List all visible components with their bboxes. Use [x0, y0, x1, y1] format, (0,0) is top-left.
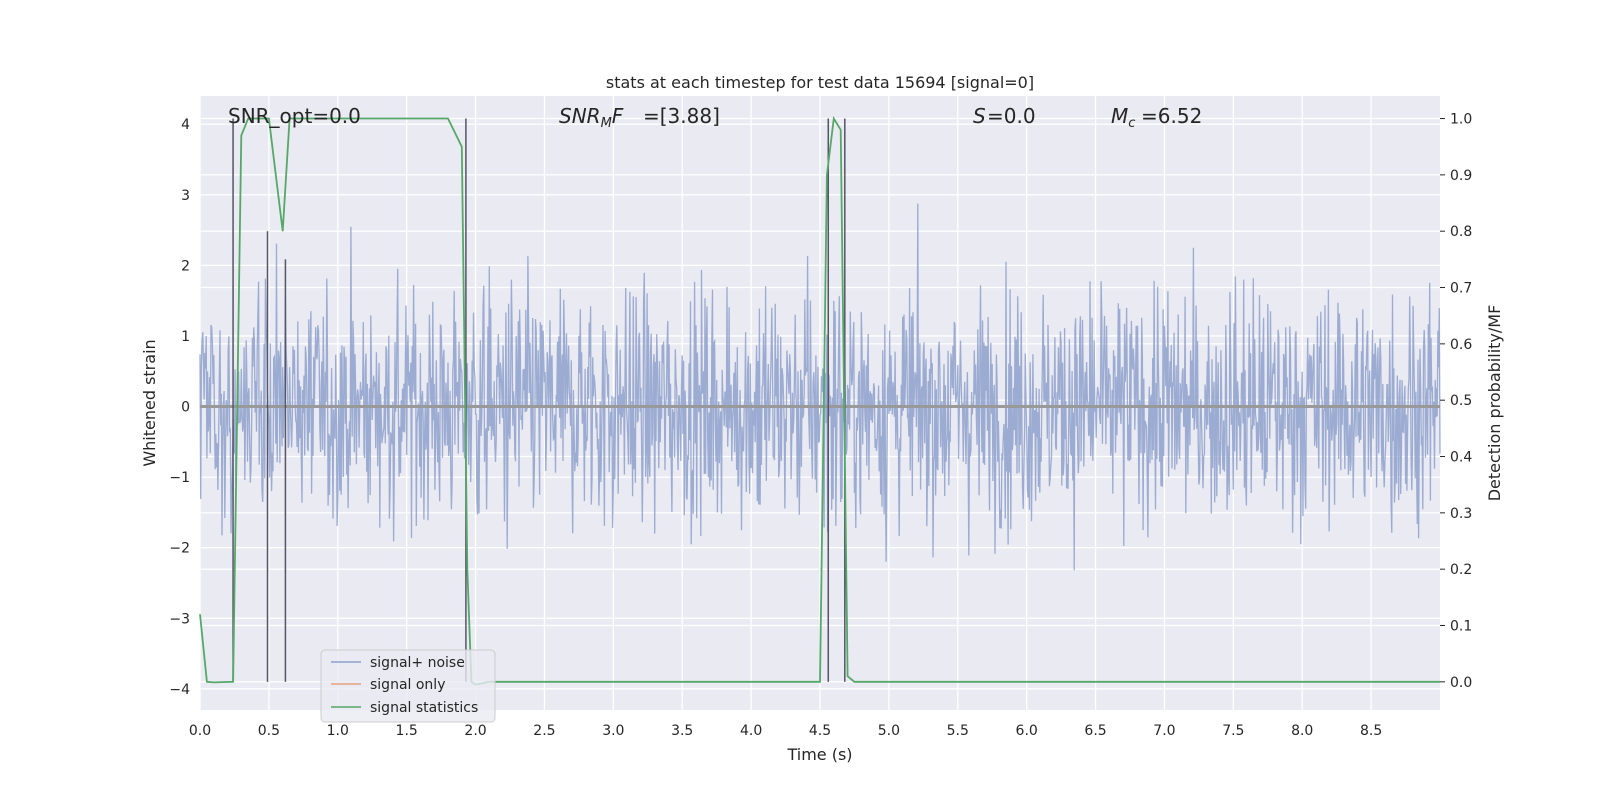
y-tick-label: −2: [169, 541, 190, 557]
x-tick-label: 5.5: [947, 723, 969, 739]
legend-box: [320, 649, 496, 723]
y-tick-label: 3: [181, 188, 190, 204]
s-annotation: S =0.0: [973, 104, 1036, 128]
x-tick-label: 4.0: [740, 723, 762, 739]
mc-value: =6.52: [1141, 104, 1202, 128]
snr-opt-annotation: SNR_opt=0.0: [228, 104, 361, 128]
y2-tick-label: 0.5: [1450, 393, 1472, 409]
x-tick-label: 7.0: [1153, 723, 1175, 739]
signal-noise-series: [199, 203, 1441, 571]
x-tick-label: 3.5: [671, 723, 693, 739]
y2-tick-label: 0.4: [1450, 450, 1472, 466]
y-tick-label: 2: [181, 258, 190, 274]
x-tick-label: 2.5: [533, 723, 555, 739]
y-tick-label: −1: [169, 470, 190, 486]
x-axis-ticks: 0.0 0.5 1.0 1.5 2.0 2.5 3.0 3.5 4.0 4.5 5.0 5.5 6.0 6…: [189, 723, 1382, 739]
y2-tick-label: 0.1: [1450, 619, 1472, 635]
y2-tick-label: 0.8: [1450, 224, 1472, 240]
y2-tick-label: 1.0: [1450, 112, 1472, 128]
y2-tick-label: 0.7: [1450, 281, 1472, 297]
chart-title: stats at each timestep for test data 156…: [606, 73, 1034, 92]
y2-tick-label: 0.6: [1450, 337, 1472, 353]
y2-tick-label: 0.0: [1450, 675, 1472, 691]
y-tick-label: 1: [181, 329, 190, 345]
x-tick-label: 7.5: [1222, 723, 1244, 739]
s-symbol: S: [973, 104, 986, 128]
signal-statistics-line: [199, 115, 1440, 686]
y2-tick-label: 0.3: [1450, 506, 1472, 522]
legend-label-signal-statistics: signal statistics: [370, 700, 478, 716]
snr-mf-annotation: SNRMF =[3.88]: [559, 104, 720, 131]
y2-tick-label: 0.9: [1450, 168, 1472, 184]
x-tick-label: 8.5: [1360, 723, 1382, 739]
mc-annotation: Mc =6.52: [1111, 104, 1202, 131]
x-tick-label: 1.5: [396, 723, 418, 739]
y-tick-label: 0: [181, 400, 190, 416]
x-tick-label: 0.5: [258, 723, 280, 739]
x-tick-label: 2.0: [464, 723, 486, 739]
y2-axis-ticks: 0.0 0.1 0.2 0.3 0.4 0.5 0.6 0.7 0.8 0.9 1.0: [1440, 112, 1472, 691]
y-tick-label: 4: [181, 117, 190, 133]
legend-label-signal-only: signal only: [370, 677, 445, 693]
y-axis-ticks: −4 −3 −2 −1 0 1 2 3 4: [169, 117, 190, 698]
x-tick-label: 5.0: [878, 723, 900, 739]
snr-mf-value: =[3.88]: [643, 104, 720, 128]
x-tick-label: 8.0: [1291, 723, 1313, 739]
x-tick-label: 6.0: [1016, 723, 1038, 739]
legend-label-signal-noise: signal+ noise: [370, 655, 465, 671]
s-value: =0.0: [987, 104, 1036, 128]
y-tick-label: −4: [169, 682, 190, 698]
legend: signal+ noise signal only signal statist…: [320, 649, 496, 723]
x-tick-label: 3.0: [602, 723, 624, 739]
x-axis-label: Time (s): [786, 745, 852, 764]
x-tick-label: 4.5: [809, 723, 831, 739]
snr-mf-symbol: SNRMF: [559, 104, 624, 131]
signal-statistics-series: [199, 115, 1440, 686]
x-tick-label: 6.5: [1084, 723, 1106, 739]
y-tick-label: −3: [169, 611, 190, 627]
signal-noise-line: [199, 203, 1441, 571]
x-tick-label: 1.0: [327, 723, 349, 739]
y-axis-label: Whitened strain: [140, 339, 159, 466]
y2-tick-label: 0.2: [1450, 562, 1472, 578]
x-tick-label: 0.0: [189, 723, 211, 739]
y2-axis-label: Detection probability/MF: [1485, 305, 1504, 502]
